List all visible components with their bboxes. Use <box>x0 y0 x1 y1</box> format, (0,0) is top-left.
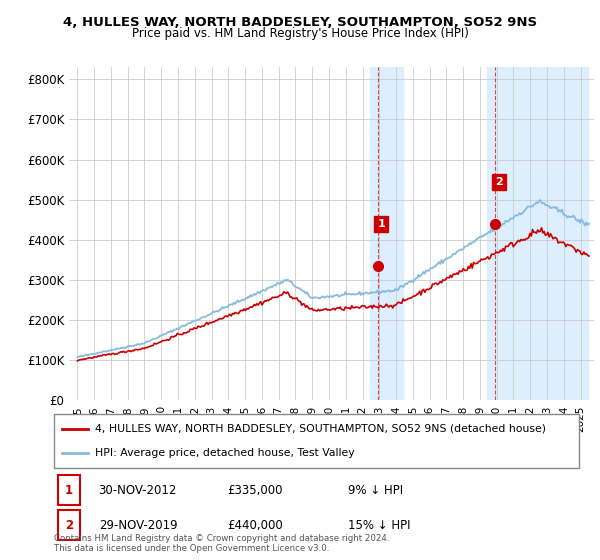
Bar <box>487 67 587 400</box>
Text: 1: 1 <box>65 484 73 497</box>
Text: HPI: Average price, detached house, Test Valley: HPI: Average price, detached house, Test… <box>95 448 355 458</box>
FancyBboxPatch shape <box>54 414 579 468</box>
Text: 2: 2 <box>495 176 503 186</box>
FancyBboxPatch shape <box>58 475 80 505</box>
Text: £440,000: £440,000 <box>227 519 283 532</box>
Text: 4, HULLES WAY, NORTH BADDESLEY, SOUTHAMPTON, SO52 9NS: 4, HULLES WAY, NORTH BADDESLEY, SOUTHAMP… <box>63 16 537 29</box>
Bar <box>370 67 403 400</box>
Text: 15% ↓ HPI: 15% ↓ HPI <box>348 519 410 532</box>
Text: 30-NOV-2012: 30-NOV-2012 <box>98 484 177 497</box>
Text: 4, HULLES WAY, NORTH BADDESLEY, SOUTHAMPTON, SO52 9NS (detached house): 4, HULLES WAY, NORTH BADDESLEY, SOUTHAMP… <box>95 424 546 434</box>
Text: £335,000: £335,000 <box>227 484 283 497</box>
Text: 9% ↓ HPI: 9% ↓ HPI <box>348 484 403 497</box>
FancyBboxPatch shape <box>58 510 80 540</box>
Text: Price paid vs. HM Land Registry's House Price Index (HPI): Price paid vs. HM Land Registry's House … <box>131 27 469 40</box>
Text: 29-NOV-2019: 29-NOV-2019 <box>98 519 177 532</box>
Text: Contains HM Land Registry data © Crown copyright and database right 2024.
This d: Contains HM Land Registry data © Crown c… <box>54 534 389 553</box>
Text: 2: 2 <box>65 519 73 532</box>
Text: 1: 1 <box>377 219 385 229</box>
